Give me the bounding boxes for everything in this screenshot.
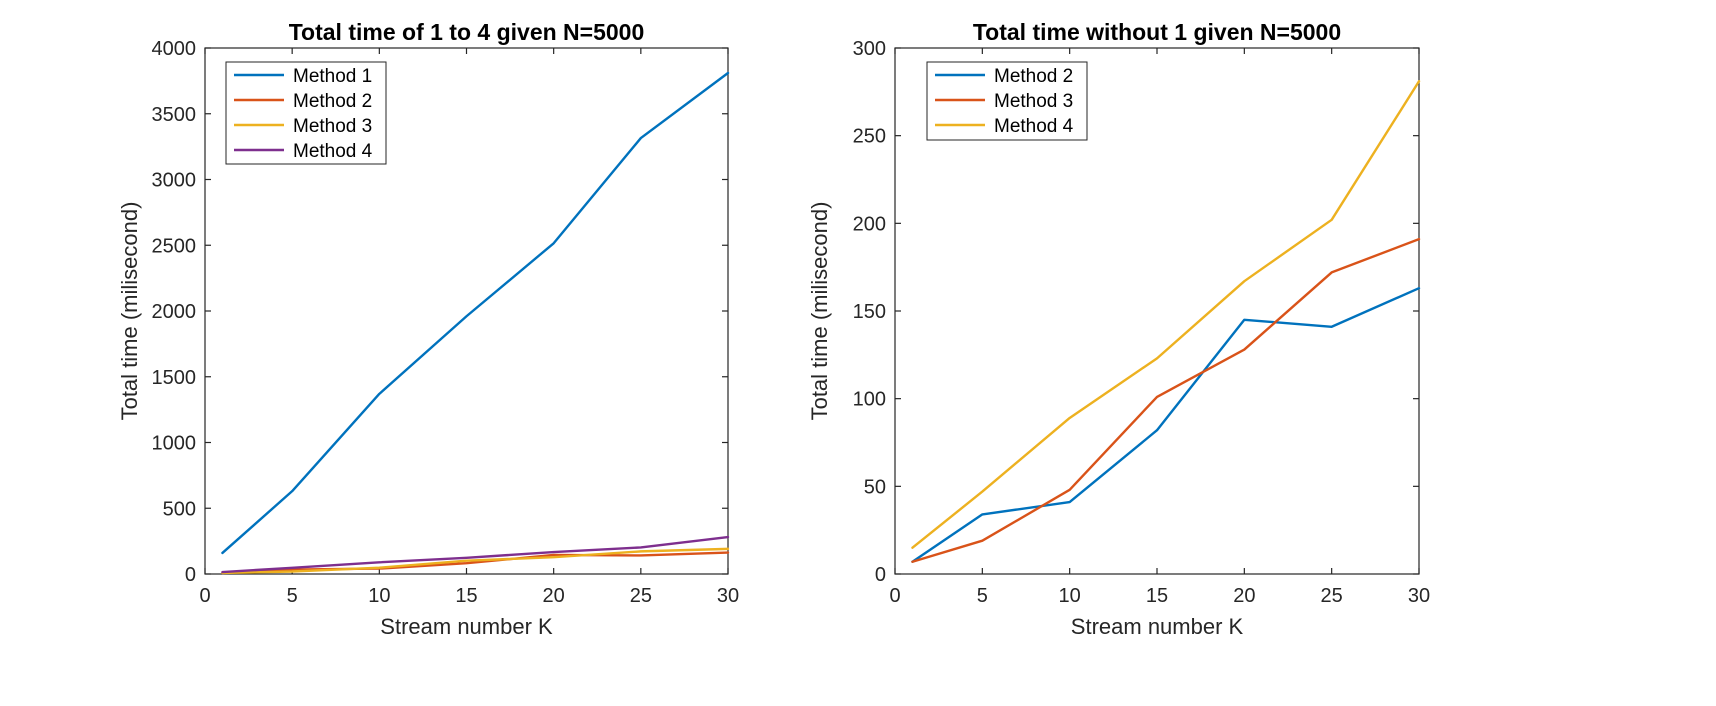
x-tick-label: 25 [1321,585,1343,607]
legend-label: Method 4 [994,116,1074,137]
y-tick-label: 0 [875,564,886,586]
legend: Method 2 Method 3 Method 4 [926,61,1088,141]
y-tick-label: 200 [853,213,886,235]
y-tick-label: 150 [853,301,886,323]
x-tick-label: 0 [199,585,210,607]
legend-label: Method 3 [293,116,372,137]
y-tick-label: 2500 [152,235,197,257]
chart-title: Total time of 1 to 4 given N=5000 [289,19,645,45]
y-tick-label: 0 [185,564,196,586]
y-tick-label: 4000 [152,38,197,60]
y-tick-label: 500 [163,498,196,520]
y-tick-label: 1000 [152,433,197,455]
legend: Method 1 Method 2 Method 3 Method 4 [225,61,387,165]
x-tick-label: 10 [1059,585,1081,607]
y-tick-label: 300 [853,38,886,60]
x-tick-label: 5 [287,585,298,607]
y-axis-label: Total time (milisecond) [117,202,142,421]
y-tick-label: 3500 [152,104,197,126]
x-tick-label: 15 [1146,585,1168,607]
chart-1: 0 5 10 15 20 25 30 0 500 1000 1500 2000 2500 3000 3500… [117,19,739,639]
x-tick-label: 10 [368,585,390,607]
x-axis-label: Stream number K [380,614,553,639]
legend-box [225,61,387,165]
x-tick-label: 30 [1408,585,1430,607]
x-tick-label: 20 [1233,585,1255,607]
x-tick-label: 5 [977,585,988,607]
y-axis-label: Total time (milisecond) [807,202,832,421]
x-tick-label: 20 [543,585,565,607]
legend-label: Method 3 [994,91,1073,112]
y-tick-label: 3000 [152,170,197,192]
legend-label: Method 4 [293,141,373,162]
x-tick-label: 0 [889,585,900,607]
y-tick-label: 250 [853,126,886,148]
y-tick-label: 50 [864,476,886,498]
x-axis-label: Stream number K [1071,614,1244,639]
y-tick-label: 1500 [152,367,197,389]
x-tick-label: 25 [630,585,652,607]
y-tick-label: 2000 [152,301,197,323]
chart-title: Total time without 1 given N=5000 [973,19,1341,45]
x-tick-label: 15 [455,585,477,607]
legend-label: Method 2 [994,66,1073,87]
legend-label: Method 2 [293,91,372,112]
x-tick-label: 30 [717,585,739,607]
y-tick-label: 100 [853,389,886,411]
legend-label: Method 1 [293,66,372,87]
